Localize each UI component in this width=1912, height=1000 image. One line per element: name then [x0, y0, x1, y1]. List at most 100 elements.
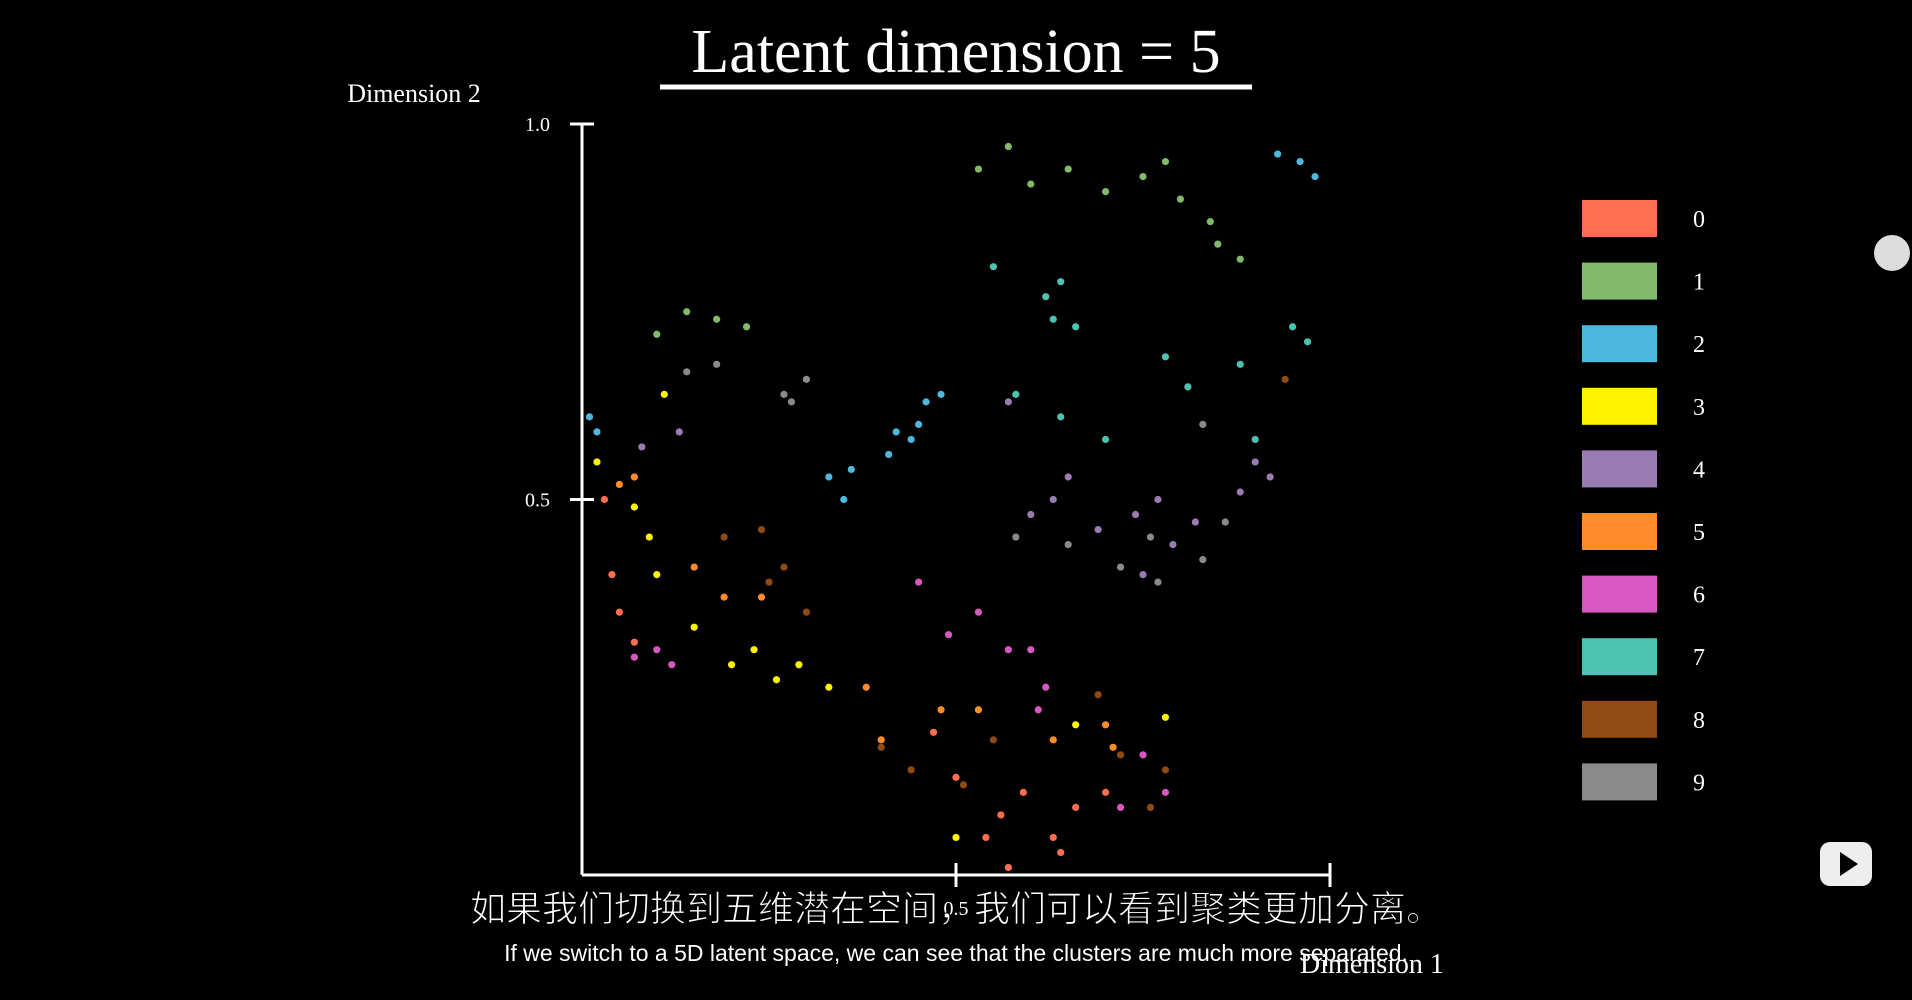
data-point — [1057, 278, 1065, 286]
data-point — [1146, 803, 1155, 812]
data-point — [952, 773, 960, 781]
legend-swatch — [1582, 700, 1657, 738]
data-point — [1102, 721, 1110, 729]
data-point — [1027, 180, 1035, 188]
data-point — [1109, 743, 1117, 751]
y-tick-label: 1.0 — [525, 114, 550, 136]
data-point — [982, 833, 990, 842]
x-tick-label: 0.5 — [944, 898, 969, 920]
legend-swatch — [1582, 387, 1657, 425]
data-point — [757, 525, 766, 534]
data-point — [1004, 398, 1012, 406]
legend-swatch — [1582, 513, 1657, 550]
legend-label: 5 — [1693, 520, 1705, 546]
data-point — [630, 653, 638, 661]
data-point — [1094, 525, 1102, 534]
data-point — [840, 495, 848, 504]
data-point — [1169, 540, 1177, 549]
x-axis-label: Dimension 1 — [1300, 949, 1444, 980]
data-point — [1296, 157, 1304, 166]
legend-label: 0 — [1693, 207, 1705, 233]
data-point — [907, 766, 915, 774]
play-glyph — [1840, 852, 1858, 876]
data-point — [615, 480, 624, 489]
data-point — [1161, 157, 1170, 166]
data-point — [1184, 383, 1192, 391]
legend-label: 9 — [1693, 770, 1705, 796]
data-point — [780, 390, 788, 398]
data-point — [802, 375, 811, 383]
data-point — [877, 736, 885, 744]
data-point — [1161, 766, 1170, 774]
data-point — [600, 495, 609, 504]
data-point — [1057, 413, 1065, 421]
data-point — [1221, 518, 1229, 526]
data-point — [959, 781, 968, 789]
data-point — [937, 706, 945, 714]
data-point — [974, 706, 983, 714]
translate-button[interactable] — [1874, 235, 1910, 271]
legend-label: 6 — [1693, 583, 1705, 609]
data-point — [937, 390, 945, 398]
data-point — [1161, 788, 1170, 796]
data-point — [1072, 323, 1080, 331]
data-point — [757, 593, 766, 601]
data-point — [989, 263, 998, 271]
data-point — [772, 676, 781, 684]
data-point — [1214, 240, 1222, 248]
legend-label: 3 — [1693, 395, 1705, 421]
data-point — [653, 571, 661, 579]
data-point — [1199, 555, 1207, 564]
data-point — [728, 661, 736, 669]
data-point — [1236, 360, 1244, 368]
data-point — [892, 428, 900, 436]
data-point — [713, 315, 721, 323]
data-point — [1206, 218, 1214, 226]
data-point — [653, 646, 661, 654]
data-point — [742, 323, 751, 331]
data-point — [1303, 338, 1312, 346]
data-point — [1154, 578, 1162, 586]
data-point — [713, 360, 721, 368]
data-point — [1064, 473, 1072, 481]
data-point — [1057, 848, 1065, 857]
data-point — [630, 503, 638, 511]
data-point — [1012, 390, 1020, 398]
data-point — [765, 578, 773, 586]
data-point — [802, 608, 811, 616]
data-point — [1146, 533, 1155, 541]
data-point — [1004, 646, 1012, 654]
data-point — [1116, 751, 1125, 759]
data-point — [683, 368, 691, 376]
legend-swatch — [1582, 200, 1657, 237]
data-point — [1072, 721, 1080, 729]
data-point — [690, 563, 698, 571]
legend-label: 2 — [1693, 332, 1705, 358]
data-point — [1042, 683, 1050, 691]
data-point — [1004, 142, 1012, 151]
data-point — [1251, 458, 1259, 466]
data-point — [1251, 435, 1259, 444]
data-point — [944, 631, 953, 639]
data-point — [1004, 863, 1012, 872]
data-point — [1161, 353, 1170, 361]
data-point — [1034, 706, 1042, 714]
data-point — [1274, 150, 1282, 158]
data-point — [608, 571, 616, 579]
data-point — [885, 450, 893, 459]
data-point — [645, 533, 653, 541]
data-point — [1311, 172, 1319, 181]
data-point — [653, 330, 661, 338]
data-point — [1049, 736, 1057, 744]
data-point — [593, 458, 601, 466]
data-point — [615, 608, 624, 616]
data-point — [1072, 803, 1080, 812]
player-icon[interactable] — [1820, 842, 1872, 886]
data-point — [825, 683, 833, 691]
data-point — [847, 465, 855, 474]
data-point — [997, 811, 1005, 819]
data-point — [1019, 788, 1027, 796]
y-axis-label: Dimension 2 — [347, 79, 481, 108]
